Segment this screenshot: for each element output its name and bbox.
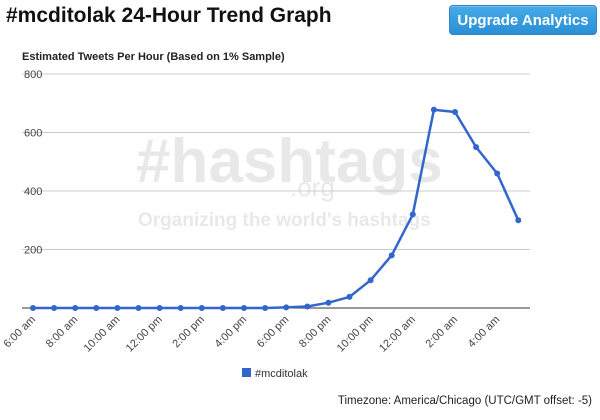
x-tick-label: 6:00 pm	[255, 314, 292, 351]
data-point[interactable]	[304, 303, 311, 310]
legend-label: #mcditolak	[255, 368, 308, 380]
x-tick-label: 6:00 am	[2, 314, 39, 351]
watermark-logo: #hashtags	[136, 127, 443, 196]
x-axis-ticks: 6:00 am 8:00 am 10:00 am 12:00 pm 2:00 pm 4:0…	[2, 314, 503, 355]
x-tick-label: 4:00 am	[466, 314, 503, 351]
series-line	[33, 108, 520, 310]
data-point[interactable]	[198, 305, 205, 311]
data-point[interactable]	[325, 299, 332, 306]
data-point[interactable]	[135, 305, 142, 311]
timezone-label: Timezone: America/Chicago (UTC/GMT offse…	[337, 395, 592, 407]
x-tick-label: 10:00 am	[82, 314, 123, 355]
y-tick-label: 400	[24, 186, 42, 198]
data-point[interactable]	[241, 305, 247, 311]
data-point[interactable]	[114, 305, 121, 311]
data-point[interactable]	[93, 305, 100, 311]
legend-swatch	[242, 368, 251, 377]
data-point[interactable]	[51, 305, 58, 311]
x-tick-label: 10:00 pm	[335, 314, 376, 355]
y-tick-label: 200	[24, 245, 42, 257]
data-point[interactable]	[409, 211, 416, 218]
data-point[interactable]	[30, 305, 36, 311]
data-point[interactable]	[219, 305, 226, 311]
x-tick-label: 2:00 pm	[170, 314, 207, 351]
x-tick-label: 4:00 pm	[213, 314, 250, 351]
data-point[interactable]	[494, 170, 501, 177]
data-point[interactable]	[72, 305, 79, 311]
x-tick-label: 2:00 am	[424, 314, 461, 351]
watermark-tagline: Organizing the world's hashtags	[138, 210, 431, 231]
page-title: #mcditolak 24-Hour Trend Graph	[6, 4, 332, 27]
data-point[interactable]	[156, 305, 163, 311]
y-tick-label: 800	[24, 69, 42, 81]
x-tick-label: 12:00 pm	[124, 314, 165, 355]
x-tick-label: 8:00 pm	[297, 314, 334, 351]
x-tick-label: 12:00 am	[377, 314, 418, 355]
y-tick-label: 600	[24, 128, 42, 140]
legend: #mcditolak	[242, 368, 308, 380]
grid-lines	[22, 73, 530, 309]
data-point[interactable]	[177, 305, 184, 311]
upgrade-analytics-button[interactable]: Upgrade Analytics	[449, 5, 597, 35]
chart-title: Estimated Tweets Per Hour (Based on 1% S…	[22, 51, 285, 63]
x-tick-label: 8:00 am	[44, 314, 81, 351]
data-point[interactable]	[262, 305, 269, 311]
data-point[interactable]	[346, 293, 353, 300]
watermark-suffix: .org	[290, 172, 335, 202]
data-point[interactable]	[388, 252, 395, 259]
y-axis-ticks: 200 400 600 800	[24, 69, 42, 257]
data-point[interactable]	[473, 144, 480, 151]
data-point[interactable]	[452, 109, 458, 116]
data-point[interactable]	[367, 277, 374, 284]
data-point[interactable]	[430, 106, 437, 113]
data-point[interactable]	[515, 217, 522, 224]
series-layer	[30, 106, 522, 311]
data-point[interactable]	[283, 304, 290, 311]
hashtags-watermark: #hashtags .org Organizing the world's ha…	[136, 127, 443, 231]
